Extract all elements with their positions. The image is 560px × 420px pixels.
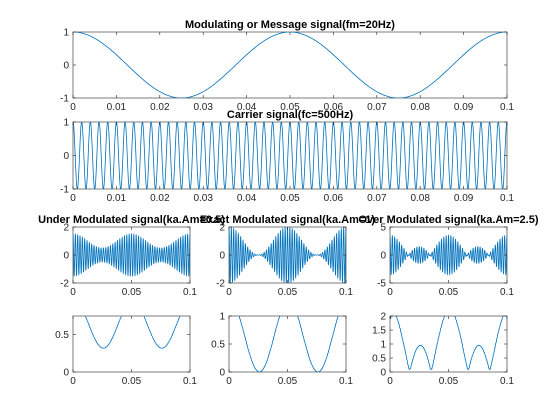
subplot-title: Exact Modulated signal(ka.Am=1) — [200, 214, 375, 226]
x-tick-label: 0.1 — [339, 376, 353, 387]
x-tick-label: 0 — [387, 287, 393, 298]
y-tick-label: 5 — [380, 223, 386, 234]
y-tick-label: 1 — [219, 312, 225, 323]
y-tick-label: 0 — [380, 368, 386, 379]
subplot-demod-over: 0 0.05 0.100.511.52 — [372, 312, 514, 388]
x-tick-label: 0.02 — [150, 193, 170, 204]
subplot-title: Carrier signal(fc=500Hz) — [227, 109, 354, 121]
x-tick-label: 0.05 — [280, 193, 300, 204]
x-tick-label: 0 — [70, 287, 76, 298]
x-tick-label: 0 — [70, 193, 76, 204]
x-tick-label: 0.06 — [324, 102, 344, 113]
y-tick-label: 2 — [63, 223, 69, 234]
axes-frame — [72, 31, 508, 99]
subplot-title: Modulating or Message signal(fm=20Hz) — [185, 19, 395, 31]
x-tick-label: 0.05 — [439, 376, 459, 387]
y-tick-label: 2 — [380, 312, 386, 323]
x-tick-label: 0.1 — [500, 102, 514, 113]
y-tick-label: 0 — [219, 251, 225, 262]
signal-line — [390, 234, 507, 276]
x-tick-label: 0.06 — [324, 193, 344, 204]
signal-line — [238, 316, 339, 372]
y-tick-label: -2 — [216, 279, 225, 290]
x-tick-label: 0.1 — [500, 287, 514, 298]
subplot-title: Under Modulated signal(ka.Am=0.5) — [38, 214, 225, 226]
y-tick-label: -2 — [60, 279, 69, 290]
y-tick-label: 0 — [63, 368, 69, 379]
x-tick-label: 0.07 — [367, 193, 387, 204]
x-tick-label: 0.05 — [122, 287, 142, 298]
x-tick-label: 0.08 — [410, 193, 430, 204]
y-tick-label: 0 — [380, 251, 386, 262]
x-tick-label: 0.01 — [107, 193, 127, 204]
y-tick-label: 2 — [219, 223, 225, 234]
x-tick-label: 0.1 — [500, 376, 514, 387]
y-tick-label: 0.5 — [211, 340, 225, 351]
y-tick-label: 0 — [63, 251, 69, 262]
x-tick-label: 0.02 — [150, 102, 170, 113]
subplot-demod-exact: 0 0.05 0.1 0 0.5 1 — [211, 312, 353, 388]
x-tick-label: 0.01 — [107, 102, 127, 113]
x-tick-label: 0.03 — [193, 193, 213, 204]
y-tick-label: 0 — [219, 368, 225, 379]
y-tick-label: 0 — [63, 61, 69, 72]
signal-line — [73, 122, 507, 189]
signal-line — [73, 233, 190, 277]
y-tick-label: -1 — [60, 185, 69, 196]
y-tick-label: 1.5 — [372, 326, 386, 337]
x-tick-label: 0.04 — [237, 193, 257, 204]
axes-frame — [72, 315, 191, 373]
subplot-carrier: 0 0.01 0.02 0.03 0.04 0.05 0.06 0.07 0.08 0.09 0.1… — [60, 109, 514, 204]
signal-line — [73, 32, 507, 98]
signal-line — [390, 316, 504, 370]
x-tick-label: 0.05 — [278, 376, 298, 387]
y-tick-label: -5 — [377, 279, 386, 290]
x-tick-label: 0.05 — [439, 287, 459, 298]
x-tick-label: 0.03 — [193, 102, 213, 113]
y-tick-label: -1 — [60, 94, 69, 105]
x-tick-label: 0.04 — [237, 102, 257, 113]
subplot-title: Over Modulated signal(ka.Am=2.5) — [358, 214, 538, 226]
x-tick-label: 0 — [226, 287, 232, 298]
x-tick-label: 0.1 — [183, 287, 197, 298]
y-tick-label: 0.5 — [55, 330, 69, 341]
y-tick-label: 1 — [63, 28, 69, 39]
y-tick-label: 0.5 — [372, 354, 386, 365]
y-tick-label: 1 — [63, 118, 69, 129]
x-tick-label: 0.05 — [280, 102, 300, 113]
x-tick-label: 0.09 — [454, 193, 474, 204]
x-tick-label: 0.1 — [500, 193, 514, 204]
axes-frame — [72, 121, 508, 190]
x-tick-label: 0 — [387, 376, 393, 387]
x-tick-label: 0 — [70, 102, 76, 113]
x-tick-label: 0.1 — [183, 376, 197, 387]
x-tick-label: 0.07 — [367, 102, 387, 113]
signal-line — [229, 227, 346, 283]
x-tick-label: 0.08 — [410, 102, 430, 113]
x-tick-label: 0 — [226, 376, 232, 387]
x-tick-label: 0 — [70, 376, 76, 387]
x-tick-label: 0.1 — [339, 287, 353, 298]
y-tick-label: 0 — [63, 151, 69, 162]
subplot-demod-under: 0 0.05 0.1 0 0.5 — [55, 315, 197, 387]
signal-line — [84, 316, 181, 349]
x-tick-label: 0.05 — [278, 287, 298, 298]
x-tick-label: 0.05 — [122, 376, 142, 387]
y-tick-label: 1 — [380, 340, 386, 351]
subplot-message: 0 0.01 0.02 0.03 0.04 0.05 0.06 0.07 0.08 0.09 0.1… — [60, 19, 514, 113]
x-tick-label: 0.09 — [454, 102, 474, 113]
